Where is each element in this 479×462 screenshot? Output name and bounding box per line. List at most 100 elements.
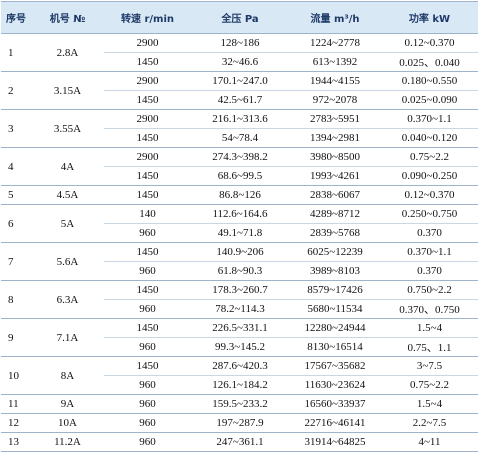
pressure: 247~361.1 — [191, 432, 289, 452]
power: 0.12~0.370 — [381, 185, 478, 205]
row-number: 1 — [1, 33, 31, 72]
speed: 960 — [104, 375, 191, 395]
fan-model: 7.1A — [31, 318, 104, 357]
speed: 960 — [104, 261, 191, 281]
flow: 1944~4155 — [289, 71, 381, 91]
pressure: 226.5~331.1 — [191, 318, 289, 338]
row-number: 6 — [1, 204, 31, 243]
fan-model: 5A — [31, 204, 104, 243]
fan-model: 6.3A — [31, 280, 104, 319]
row: 7 5.6A 1450 140.9~206 6025~12239 0.370~1.1 — [1, 242, 478, 281]
pressure: 42.5~61.7 — [191, 90, 289, 110]
pressure: 54~78.4 — [191, 128, 289, 148]
power: 0.75、1.1 — [381, 337, 478, 357]
flow: 1394~2981 — [289, 128, 381, 148]
row-number: 3 — [1, 109, 31, 148]
row: 1450 68.6~99.5 1993~4261 0.090~0.250 — [1, 166, 478, 186]
row: 6 5A 140 112.6~164.6 4289~8712 0.250~0.750 — [1, 204, 478, 243]
table-body: 1 2.8A 2900 128~186 1224~2778 0.12~0.370 1450 3… — [1, 33, 478, 452]
pressure: 178.3~260.7 — [191, 280, 289, 300]
speed: 960 — [104, 299, 191, 319]
speed: 1450 — [104, 128, 191, 148]
speed: 2900 — [104, 147, 191, 167]
row-number: 9 — [1, 318, 31, 357]
row: 8 6.3A 1450 178.3~260.7 8579~17426 0.750~2.2 — [1, 280, 478, 319]
row: 10 8A 1450 287.6~420.3 17567~35682 3~7.5 — [1, 356, 478, 395]
header-cell: 全压 Pa — [191, 1, 289, 34]
pressure: 197~287.9 — [191, 413, 289, 433]
speed: 1450 — [104, 90, 191, 110]
speed: 960 — [104, 394, 191, 414]
power: 0.025、0.040 — [381, 52, 478, 72]
row: 960 78.2~114.3 5680~11534 0.370、0.750 — [1, 299, 478, 319]
flow: 3989~8103 — [289, 261, 381, 281]
fan-model: 4.5A — [31, 185, 104, 205]
power: 4~11 — [381, 432, 478, 452]
fan-model: 3.15A — [31, 71, 104, 110]
speed: 1450 — [104, 242, 191, 262]
power: 0.090~0.250 — [381, 166, 478, 186]
fan-model: 3.55A — [31, 109, 104, 148]
row-number: 7 — [1, 242, 31, 281]
power: 1.5~4 — [381, 394, 478, 414]
power: 0.75~2.2 — [381, 375, 478, 395]
pressure: 99.3~145.2 — [191, 337, 289, 357]
row: 3 3.55A 2900 216.1~313.6 2783~5951 0.370~1.1 — [1, 109, 478, 148]
row: 12 10A 960 197~287.9 22716~46141 2.2~7.5 — [1, 413, 478, 433]
power: 0.12~0.370 — [381, 33, 478, 53]
fan-table: 序号 机号 № 转速 r/min 全压 Pa 流量 m³/h 功率 kW 1 2.… — [1, 1, 478, 452]
header-cell: 机号 № — [31, 1, 104, 34]
pressure: 126.1~184.2 — [191, 375, 289, 395]
fan-model: 4A — [31, 147, 104, 186]
fan-model: 10A — [31, 413, 104, 433]
power: 0.370~1.1 — [381, 242, 478, 262]
row: 1450 32~46.6 613~1392 0.025、0.040 — [1, 52, 478, 72]
pressure: 68.6~99.5 — [191, 166, 289, 186]
row: 11 9A 960 159.5~233.2 16560~33937 1.5~4 — [1, 394, 478, 414]
power: 0.370~1.1 — [381, 109, 478, 129]
speed: 960 — [104, 337, 191, 357]
power: 0.370、0.750 — [381, 299, 478, 319]
pressure: 287.6~420.3 — [191, 356, 289, 376]
flow: 16560~33937 — [289, 394, 381, 414]
flow: 4289~8712 — [289, 204, 381, 224]
row: 4 4A 2900 274.3~398.2 3980~8500 0.75~2.2 — [1, 147, 478, 186]
speed: 2900 — [104, 33, 191, 53]
power: 0.370 — [381, 261, 478, 281]
flow: 2839~5768 — [289, 223, 381, 243]
flow: 11630~23624 — [289, 375, 381, 395]
flow: 5680~11534 — [289, 299, 381, 319]
row: 960 61.8~90.3 3989~8103 0.370 — [1, 261, 478, 281]
flow: 22716~46141 — [289, 413, 381, 433]
pressure: 216.1~313.6 — [191, 109, 289, 129]
fan-model: 5.6A — [31, 242, 104, 281]
speed: 2900 — [104, 71, 191, 91]
fan-model: 8A — [31, 356, 104, 395]
row: 1 2.8A 2900 128~186 1224~2778 0.12~0.370 — [1, 33, 478, 72]
speed: 1450 — [104, 356, 191, 376]
header-cell: 功率 kW — [381, 1, 478, 34]
row: 960 126.1~184.2 11630~23624 0.75~2.2 — [1, 375, 478, 395]
power: 0.750~2.2 — [381, 280, 478, 300]
power: 1.5~4 — [381, 318, 478, 338]
row: 13 11.2A 960 247~361.1 31914~64825 4~11 — [1, 432, 478, 452]
flow: 8579~17426 — [289, 280, 381, 300]
flow: 12280~24944 — [289, 318, 381, 338]
row: 1450 54~78.4 1394~2981 0.040~0.120 — [1, 128, 478, 148]
flow: 1993~4261 — [289, 166, 381, 186]
power: 0.025~0.090 — [381, 90, 478, 110]
pressure: 140.9~206 — [191, 242, 289, 262]
row: 2 3.15A 2900 170.1~247.0 1944~4155 0.180~0.55… — [1, 71, 478, 110]
speed: 960 — [104, 413, 191, 433]
flow: 31914~64825 — [289, 432, 381, 452]
pressure: 112.6~164.6 — [191, 204, 289, 224]
row-number: 8 — [1, 280, 31, 319]
power: 2.2~7.5 — [381, 413, 478, 433]
flow: 3980~8500 — [289, 147, 381, 167]
flow: 8130~16514 — [289, 337, 381, 357]
flow: 2783~5951 — [289, 109, 381, 129]
row-number: 10 — [1, 356, 31, 395]
row-number: 12 — [1, 413, 31, 433]
speed: 1450 — [104, 166, 191, 186]
